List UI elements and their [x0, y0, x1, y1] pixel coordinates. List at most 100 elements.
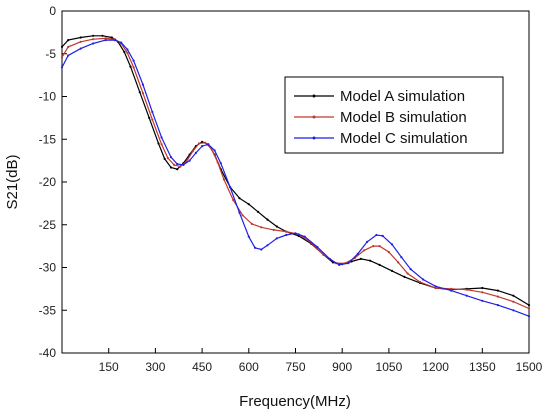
legend-label: Model B simulation [340, 109, 467, 126]
data-point [247, 235, 250, 238]
data-point [191, 150, 194, 153]
data-point [285, 233, 288, 237]
data-point [67, 39, 70, 42]
data-point [176, 168, 179, 171]
data-point [250, 222, 253, 225]
data-point [481, 286, 484, 290]
data-point [372, 245, 375, 248]
legend-marker [312, 115, 316, 119]
legend-box [284, 76, 504, 154]
x-tick-label: 1350 [469, 360, 496, 374]
legend-marker [312, 136, 316, 140]
data-point [238, 211, 241, 214]
data-point [126, 48, 129, 51]
data-point [338, 263, 341, 266]
data-point [197, 142, 201, 145]
data-point [328, 257, 331, 260]
data-point [141, 92, 144, 95]
data-point [160, 136, 163, 139]
legend-label: Model C simulation [340, 130, 468, 147]
y-tick-label: -40 [39, 346, 57, 360]
data-point [378, 245, 381, 248]
y-tick-label: 0 [49, 4, 56, 18]
data-point [266, 218, 269, 221]
data-point [465, 294, 468, 297]
legend-label: Model A simulation [340, 88, 465, 105]
data-point [188, 159, 191, 162]
data-point [369, 259, 372, 262]
y-tick-label: -10 [39, 90, 57, 104]
data-point [141, 83, 144, 86]
data-point [79, 47, 82, 50]
data-point [60, 66, 64, 69]
x-tick-label: 1500 [516, 360, 543, 374]
data-point [257, 210, 260, 213]
data-point [434, 286, 437, 290]
data-point [272, 228, 275, 231]
data-point [481, 291, 484, 294]
y-axis-title: S21(dB) [4, 154, 21, 209]
data-point [303, 235, 306, 238]
series-1 [60, 34, 531, 307]
data-point [496, 304, 499, 307]
data-point [285, 230, 288, 233]
data-point [294, 232, 297, 235]
y-tick-label: -30 [39, 261, 57, 275]
data-point [79, 40, 82, 43]
data-point [400, 256, 403, 259]
data-point [219, 162, 222, 165]
data-point [92, 38, 95, 41]
data-point [92, 34, 95, 37]
data-point [297, 234, 300, 237]
data-point [527, 307, 531, 310]
data-point [104, 37, 107, 40]
data-point [123, 50, 126, 54]
data-point [418, 280, 422, 284]
data-point [527, 304, 531, 307]
data-point [207, 143, 210, 146]
data-point [204, 141, 207, 144]
data-point [375, 233, 378, 237]
data-point [465, 288, 468, 291]
legend: Model A simulation Model B simulation Mode… [284, 76, 504, 154]
data-point [390, 243, 394, 246]
data-point [169, 166, 173, 169]
data-point [390, 269, 394, 272]
data-point [232, 198, 235, 202]
data-point [132, 66, 135, 69]
data-point [496, 289, 499, 292]
data-point [496, 295, 499, 298]
data-point [126, 51, 129, 55]
data-point [151, 110, 154, 113]
x-tick-label: 300 [145, 360, 165, 374]
legend-marker [312, 94, 316, 98]
data-point [176, 162, 179, 166]
data-point [104, 39, 107, 42]
series-line [61, 35, 530, 306]
x-tick-label: 750 [285, 360, 305, 374]
data-point [148, 116, 151, 119]
x-tick-label: 600 [239, 360, 259, 374]
data-point [347, 262, 350, 265]
data-point [260, 248, 263, 251]
data-point [512, 309, 515, 312]
data-point [169, 156, 173, 159]
data-point [163, 157, 166, 160]
data-point [450, 287, 453, 290]
data-point [67, 54, 70, 57]
data-point [229, 186, 232, 189]
series-line [61, 37, 530, 310]
data-point [481, 299, 484, 302]
x-tick-label: 450 [192, 360, 212, 374]
data-point [403, 275, 406, 278]
data-point [512, 300, 515, 303]
data-point [247, 203, 250, 206]
data-point [238, 197, 241, 200]
x-axis: 150 300 450 600 750 900 1050 1200 1350 1500 [99, 348, 543, 374]
y-tick-label: -5 [45, 47, 56, 61]
data-point [366, 240, 369, 243]
data-point [113, 39, 116, 42]
data-point [260, 226, 263, 229]
data-point [266, 244, 269, 247]
